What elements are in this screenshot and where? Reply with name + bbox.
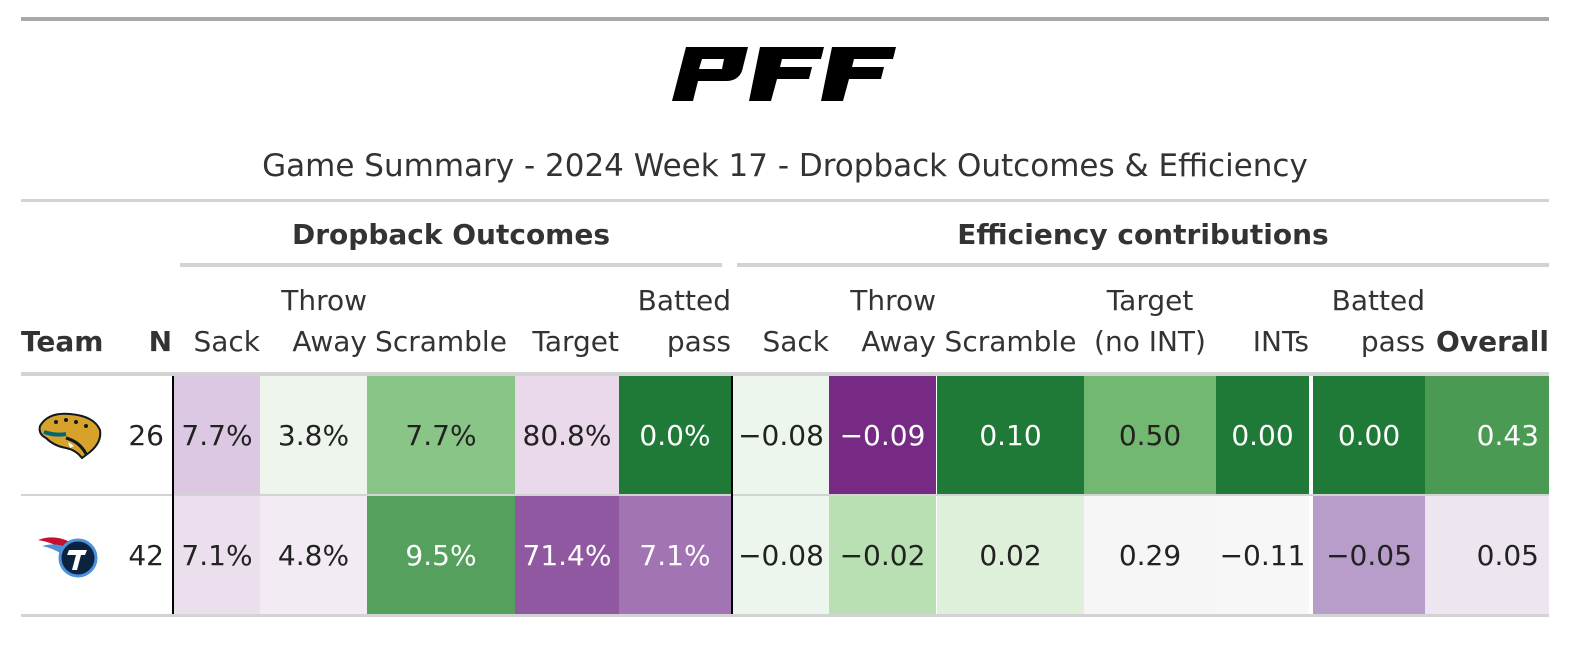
col-header-line: Away [292,325,367,358]
team-logo-cell [21,496,119,614]
col-header-line: pass [1360,325,1425,358]
value-cell-ec_scramble: 0.02 [937,496,1084,614]
dropback-count: 26 [128,418,164,452]
team-logo-cell [21,376,119,494]
col-header-line: Batted [1331,284,1425,317]
top-rule [21,17,1549,21]
col-header-line: Throw [281,284,367,317]
col-header-line: INTs [1252,325,1309,358]
titans-logo-icon [38,537,98,578]
bottom-rule [21,614,1549,617]
value-cell-do_scramble: 7.7% [367,376,515,494]
value-cell-do_target: 71.4% [515,496,619,614]
value-cell-do_target: 80.8% [515,376,619,494]
col-header-line: Overall [1436,325,1549,358]
col-header-n: N [122,280,172,362]
value-cell-do_sack: 7.1% [174,496,260,614]
value-cell-ec_batted: 0.00 [1313,376,1425,494]
col-header-line: Batted [637,284,731,317]
col-header-do_batted: Batted pass [619,280,731,362]
value-cell-do_scramble: 9.5% [367,496,515,614]
value-cell-do_throwaway: 3.8% [260,376,367,494]
dropback-count: 42 [128,538,164,572]
value-cell-ec_throwaway: −0.09 [829,376,936,494]
table-title: Game Summary - 2024 Week 17 - Dropback O… [262,148,1308,184]
col-header-ec_overall: Overall [1425,280,1549,362]
col-header-line: Scramble [944,325,1077,358]
col-header-ec_sack: Sack [733,280,829,362]
col-header-line: Away [861,325,936,358]
value-cell-ec_ints: 0.00 [1216,376,1309,494]
col-header-team: Team [21,280,113,362]
col-header-line: Sack [762,325,829,358]
row-separator [21,494,1549,496]
value-cell-ec_batted: −0.05 [1313,496,1425,614]
header-rule [21,372,1549,376]
value-cell-do_batted: 7.1% [619,496,731,614]
col-header-line: N [148,325,172,358]
col-header-line: Sack [193,325,260,358]
col-header-do_sack: Sack [174,280,260,362]
value-cell-ec_ints: −0.11 [1216,496,1309,614]
value-cell-do_sack: 7.7% [174,376,260,494]
col-header-line: pass [666,325,731,358]
value-cell-ec_throwaway: −0.02 [829,496,936,614]
col-header-ec_throwaway: Throw Away [829,280,936,362]
spanner-dropback-outcomes: Dropback Outcomes [291,218,611,251]
value-cell-ec_sack: −0.08 [733,496,829,614]
value-cell-ec_target: 0.29 [1084,496,1216,614]
divider-middle [731,376,733,614]
pff-logo [672,47,896,101]
col-header-do_scramble: Scramble [367,280,515,362]
jaguars-logo-icon [38,412,102,460]
col-header-line: Target [532,325,619,358]
col-header-line: (no INT) [1094,325,1206,358]
spanner-efficiency: Efficiency contributions [957,218,1329,251]
col-header-do_target: Target [515,280,619,362]
title-rule [21,199,1549,202]
col-header-do_throwaway: Throw Away [260,280,367,362]
spanner-line-dropback [180,263,722,267]
col-header-line: Scramble [375,325,507,358]
col-header-line: Team [21,325,104,358]
spanner-line-efficiency [737,263,1549,267]
value-cell-ec_overall: 0.43 [1425,376,1549,494]
col-header-ec_batted: Batted pass [1313,280,1425,362]
value-cell-ec_sack: −0.08 [733,376,829,494]
col-header-line: Target [1106,284,1194,317]
value-cell-ec_target: 0.50 [1084,376,1216,494]
value-cell-ec_scramble: 0.10 [937,376,1084,494]
col-header-ec_ints: INTs [1216,280,1309,362]
value-cell-do_throwaway: 4.8% [260,496,367,614]
value-cell-ec_overall: 0.05 [1425,496,1549,614]
col-header-ec_target: Target (no INT) [1084,280,1216,362]
col-header-line: Throw [850,284,936,317]
divider-left [172,376,174,614]
col-header-ec_scramble: Scramble [937,280,1084,362]
value-cell-do_batted: 0.0% [619,376,731,494]
